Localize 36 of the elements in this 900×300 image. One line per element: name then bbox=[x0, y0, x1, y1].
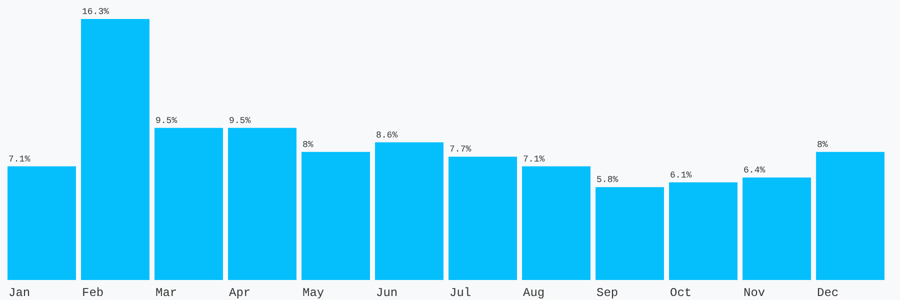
bar bbox=[522, 166, 590, 280]
data-label: 8% bbox=[302, 140, 314, 150]
data-label: 8.6% bbox=[376, 130, 398, 140]
data-label: 9.5% bbox=[229, 116, 252, 126]
bar bbox=[816, 152, 884, 280]
data-label: 5.8% bbox=[596, 175, 619, 186]
bar bbox=[742, 178, 811, 280]
x-tick-label: Mar bbox=[156, 286, 178, 300]
x-tick-label: Jun bbox=[376, 286, 398, 300]
x-tick-label: Nov bbox=[744, 286, 766, 300]
bar bbox=[302, 152, 370, 280]
x-tick-label: Sep bbox=[596, 286, 618, 300]
x-tick-label: Jan bbox=[8, 286, 30, 300]
bar bbox=[596, 187, 664, 280]
x-tick-label: Jul bbox=[450, 286, 472, 300]
bar bbox=[448, 156, 517, 280]
x-tick-label: Apr bbox=[229, 286, 251, 300]
x-tick-label: Feb bbox=[82, 286, 104, 300]
data-label: 7.7% bbox=[450, 144, 472, 155]
x-tick-label: May bbox=[302, 286, 324, 300]
bar bbox=[154, 128, 223, 280]
x-tick-label: Dec bbox=[817, 286, 839, 300]
data-label: 16.3% bbox=[82, 7, 110, 17]
data-label: 7.1% bbox=[8, 154, 31, 164]
data-label: 6.1% bbox=[670, 170, 692, 180]
data-label: 6.4% bbox=[744, 166, 766, 176]
bar bbox=[669, 182, 738, 280]
x-tick-label: Oct bbox=[670, 286, 692, 300]
bar bbox=[8, 166, 76, 280]
data-label: 8% bbox=[817, 140, 828, 150]
data-label: 7.1% bbox=[523, 154, 546, 164]
x-tick-label: Aug bbox=[523, 286, 545, 300]
bar bbox=[228, 128, 296, 280]
data-label: 9.5% bbox=[156, 116, 178, 126]
bar bbox=[375, 142, 444, 280]
bar bbox=[81, 19, 150, 280]
